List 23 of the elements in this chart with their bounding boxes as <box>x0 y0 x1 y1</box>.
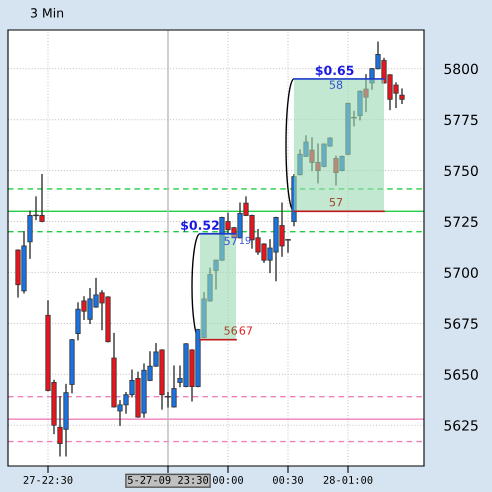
y-tick-label: 5650 <box>444 369 478 380</box>
annotation: 57 <box>330 198 342 206</box>
y-tick-label: 5675 <box>444 318 478 329</box>
annotation: $0.52 <box>181 220 219 232</box>
x-tick-label: 5-27-09 23:30 <box>128 476 208 484</box>
chart-title: 3 Min <box>30 8 64 18</box>
x-tick-label: 28-01:00 <box>324 476 372 484</box>
y-tick-label: 5625 <box>444 420 478 431</box>
annotation: $0.65 <box>316 65 354 77</box>
y-tick-label: 5800 <box>444 64 478 74</box>
x-tick-label: 00:30 <box>273 476 304 484</box>
annotation: 56 <box>224 326 238 335</box>
y-tick-label: 5725 <box>444 216 478 227</box>
annotation: 58 <box>330 80 342 89</box>
y-tick-label: 5775 <box>444 114 478 126</box>
annotation: 19 <box>240 236 250 244</box>
x-tick-label: 00:00 <box>213 476 244 484</box>
annotation: 67 <box>240 326 252 335</box>
y-tick-label: 5750 <box>444 166 478 176</box>
y-tick-label: 5700 <box>444 267 478 278</box>
candlestick <box>399 88 405 104</box>
annotation: 57 <box>224 236 237 246</box>
x-tick-label: 27-22:30 <box>24 476 72 484</box>
